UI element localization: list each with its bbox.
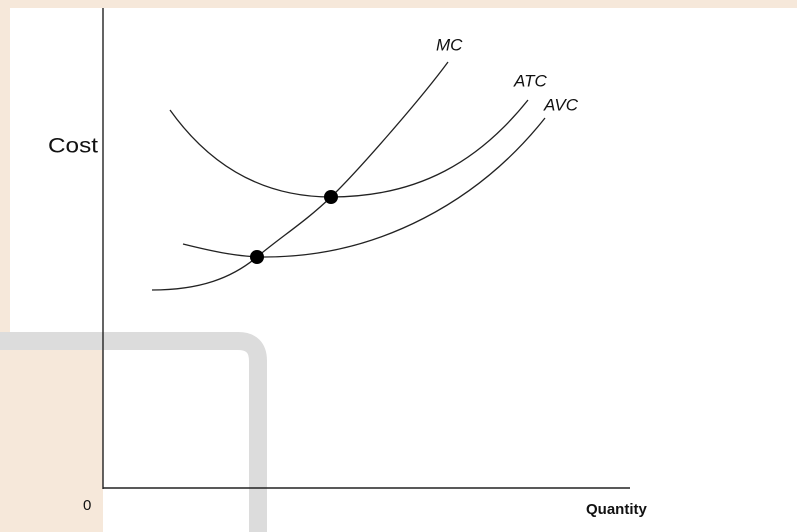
watermark-frame [0, 332, 267, 532]
mc-label: MC [436, 35, 463, 54]
mc-curve [151, 61, 449, 291]
atc-label: ATC [513, 71, 547, 90]
atc-min-point [324, 190, 338, 204]
y-axis-label: Cost [48, 135, 98, 158]
avc-label: AVC [543, 95, 579, 114]
corner-shade [10, 350, 103, 532]
avc-min-point [250, 250, 264, 264]
avc-curve [182, 117, 546, 258]
origin-label: 0 [83, 497, 91, 514]
diagram-area [10, 8, 797, 532]
x-axis-label: Quantity [586, 501, 647, 518]
